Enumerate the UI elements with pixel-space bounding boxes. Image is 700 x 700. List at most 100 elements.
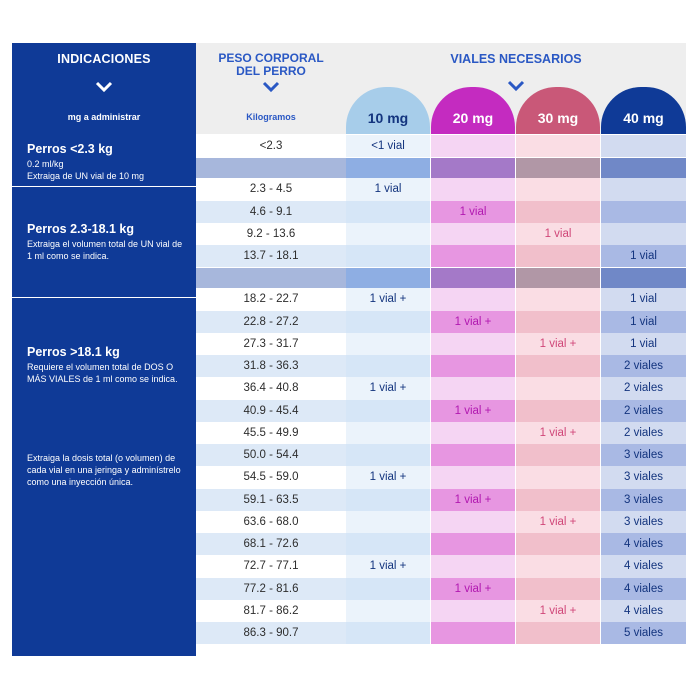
group-separator (346, 158, 430, 179)
vial-cell: 1 vial (601, 288, 686, 311)
vial-cell (431, 245, 515, 268)
vial-cell (516, 355, 600, 378)
vial-cell: 2 viales (601, 355, 686, 378)
vial-cell (431, 332, 515, 355)
kg-range-cell: 22.8 - 27.2 (196, 310, 346, 333)
vial-cell (346, 577, 430, 600)
vial-cell: 1 vial + (516, 599, 600, 622)
vial-cell (431, 288, 515, 311)
vial-cell (346, 510, 430, 533)
vial-cell (431, 555, 515, 578)
vial-cell: 1 vial (601, 332, 686, 355)
vial-cell (516, 310, 600, 333)
vial-cell (346, 599, 430, 622)
vial-cell: 1 vial (601, 310, 686, 333)
kg-range-cell: 77.2 - 81.6 (196, 577, 346, 600)
vial-cell (601, 222, 686, 245)
vial-cell (346, 200, 430, 223)
vial-cell (516, 245, 600, 268)
indicaciones-heading: INDICACIONES (57, 52, 151, 66)
column-head-30mg: 30 mg (516, 87, 600, 134)
group-separator (196, 268, 346, 289)
vial-cell (516, 577, 600, 600)
vial-cell: 1 vial + (346, 555, 430, 578)
vial-cell (431, 355, 515, 378)
vial-cell (516, 622, 600, 645)
group-separator (346, 268, 430, 289)
vial-cell (346, 488, 430, 511)
vial-cell (431, 510, 515, 533)
kg-range-cell: 18.2 - 22.7 (196, 288, 346, 311)
vial-cell (516, 466, 600, 489)
kg-range-cell: 40.9 - 45.4 (196, 399, 346, 422)
vial-cell (516, 399, 600, 422)
group-separator (431, 158, 515, 179)
kg-range-cell: 68.1 - 72.6 (196, 533, 346, 556)
peso-heading-line2: DEL PERRO (236, 64, 306, 78)
vial-cell (431, 622, 515, 645)
vial-cell: 1 vial (516, 222, 600, 245)
group-divider (12, 186, 196, 187)
group-desc: Extraiga el volumen total de UN vial de … (27, 239, 183, 261)
vial-cell (431, 377, 515, 400)
vial-cell (346, 222, 430, 245)
vial-cell: 1 vial + (431, 399, 515, 422)
vial-cell: 2 viales (601, 421, 686, 444)
group-separator (516, 268, 600, 289)
kg-range-cell: 31.8 - 36.3 (196, 355, 346, 378)
kg-range-cell: 2.3 - 4.5 (196, 178, 346, 201)
kg-range-cell: <2.3 (196, 135, 346, 158)
indications-panel (12, 43, 196, 656)
vial-cell (516, 533, 600, 556)
vial-cell (516, 377, 600, 400)
vial-cell (601, 135, 686, 158)
vial-cell (601, 200, 686, 223)
group-divider (12, 297, 196, 298)
vial-cell: 1 vial (601, 245, 686, 268)
vial-cell (516, 444, 600, 467)
vial-cell (516, 200, 600, 223)
vial-cell (431, 599, 515, 622)
vial-cell (346, 421, 430, 444)
vial-cell: 1 vial + (431, 310, 515, 333)
vial-cell: 3 viales (601, 488, 686, 511)
kg-range-cell: 9.2 - 13.6 (196, 222, 346, 245)
group-separator (196, 158, 346, 179)
vial-cell: 3 viales (601, 466, 686, 489)
kg-range-cell: 63.6 - 68.0 (196, 510, 346, 533)
vial-cell: 4 viales (601, 533, 686, 556)
vial-cell: 1 vial + (431, 488, 515, 511)
vial-cell (346, 355, 430, 378)
vial-cell (431, 135, 515, 158)
kg-range-cell: 54.5 - 59.0 (196, 466, 346, 489)
vial-cell (516, 135, 600, 158)
group-desc: Extraiga la dosis total (o volumen) de c… (27, 453, 181, 487)
vial-cell (346, 444, 430, 467)
viales-heading: VIALES NECESARIOS (450, 52, 582, 66)
kg-range-cell: 27.3 - 31.7 (196, 332, 346, 355)
kg-range-cell: 81.7 - 86.2 (196, 599, 346, 622)
vial-cell: <1 vial (346, 135, 430, 158)
kg-range-cell: 4.6 - 9.1 (196, 200, 346, 223)
vial-cell (516, 555, 600, 578)
group-title: Perros >18.1 kg (27, 345, 120, 359)
group-separator (516, 158, 600, 179)
vial-cell (431, 466, 515, 489)
group-desc: Extraiga de UN vial de 10 mg (27, 171, 145, 181)
peso-heading-line1: PESO CORPORAL (218, 51, 324, 65)
kg-label: Kilogramos (246, 112, 296, 122)
mg-label: mg a administrar (67, 112, 141, 122)
vial-cell: 1 vial + (346, 288, 430, 311)
chevron-down-icon (507, 79, 525, 92)
vial-cell (431, 533, 515, 556)
kg-range-cell: 36.4 - 40.8 (196, 377, 346, 400)
vial-cell (516, 178, 600, 201)
vial-cell (346, 533, 430, 556)
kg-range-cell: 13.7 - 18.1 (196, 245, 346, 268)
vial-cell (346, 310, 430, 333)
chevron-down-icon (262, 80, 280, 93)
group-label-large-instructions: Extraiga la dosis total (o volumen) de c… (12, 452, 196, 488)
kg-range-cell: 50.0 - 54.4 (196, 444, 346, 467)
vial-cell: 5 viales (601, 622, 686, 645)
